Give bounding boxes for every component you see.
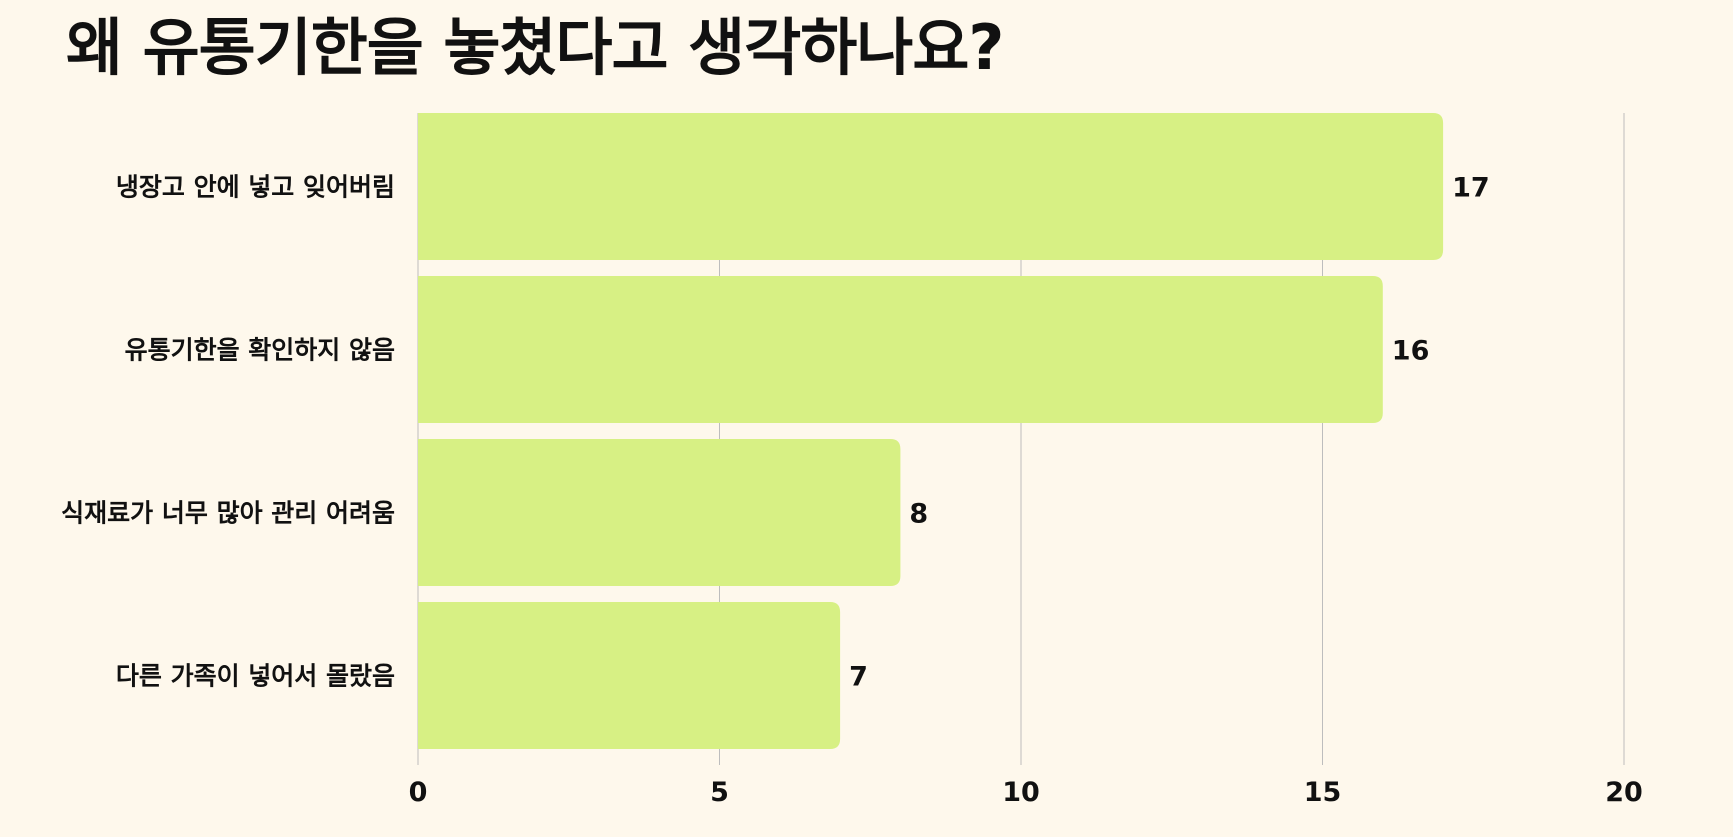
bar-3 <box>418 602 841 749</box>
category-label-2: 식재료가 너무 많아 관리 어려움 <box>61 499 395 528</box>
x-tick-label-20: 20 <box>1605 777 1643 808</box>
category-label-0: 냉장고 안에 넣고 잊어버림 <box>116 173 395 202</box>
value-label-0: 17 <box>1452 173 1490 204</box>
x-tick-label-0: 0 <box>409 777 428 808</box>
value-label-1: 16 <box>1392 336 1430 367</box>
chart-title: 왜 유통기한을 놓쳤다고 생각하나요? <box>66 11 1004 84</box>
bars <box>418 113 1444 749</box>
bar-0 <box>418 113 1444 260</box>
x-tick-label-5: 5 <box>710 777 729 808</box>
x-axis-ticks: 0 5 10 15 20 <box>409 777 1643 808</box>
value-labels: 17 16 8 7 <box>849 173 1490 693</box>
bar-1 <box>418 276 1383 423</box>
x-tick-label-10: 10 <box>1002 777 1040 808</box>
value-label-2: 8 <box>909 499 928 530</box>
value-label-3: 7 <box>849 662 868 693</box>
category-label-1: 유통기한을 확인하지 않음 <box>125 336 395 365</box>
category-label-3: 다른 가족이 넣어서 몰랐음 <box>116 662 395 691</box>
x-tick-label-15: 15 <box>1304 777 1342 808</box>
bar-2 <box>418 439 901 586</box>
